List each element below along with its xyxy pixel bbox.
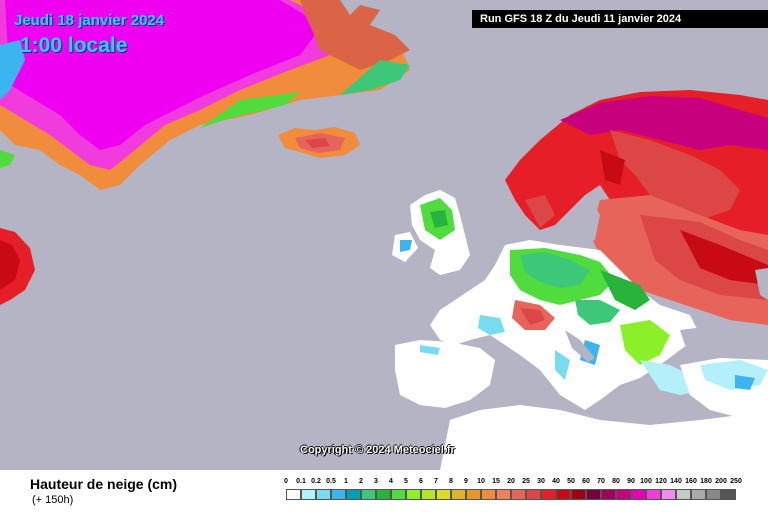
legend-level-label: 4 bbox=[389, 478, 393, 485]
western-europe-land bbox=[430, 240, 705, 410]
legend-swatch bbox=[436, 489, 451, 500]
legend-level-label: 20 bbox=[507, 478, 515, 485]
legend-swatch bbox=[391, 489, 406, 500]
legend-level-label: 90 bbox=[627, 478, 635, 485]
black-sea bbox=[680, 325, 745, 352]
legend-swatch bbox=[346, 489, 361, 500]
adriatic-sea bbox=[565, 330, 595, 362]
legend-level-label: 180 bbox=[700, 478, 712, 485]
legend-level-label: 15 bbox=[492, 478, 500, 485]
legend-swatch bbox=[631, 489, 646, 500]
legend-level-label: 140 bbox=[670, 478, 682, 485]
legend-swatch bbox=[721, 489, 736, 500]
legend-swatch bbox=[556, 489, 571, 500]
iceland-land bbox=[278, 127, 360, 158]
legend-level-label: 5 bbox=[404, 478, 408, 485]
legend-level-label: 30 bbox=[537, 478, 545, 485]
legend-level-label: 8 bbox=[449, 478, 453, 485]
legend-level-label: 2 bbox=[359, 478, 363, 485]
legend-level-label: 120 bbox=[655, 478, 667, 485]
legend-level-label: 7 bbox=[434, 478, 438, 485]
caspian-edge bbox=[755, 268, 768, 300]
legend-level-label: 60 bbox=[582, 478, 590, 485]
legend-swatch bbox=[376, 489, 391, 500]
legend-swatch bbox=[466, 489, 481, 500]
legend-title: Hauteur de neige (cm) bbox=[30, 476, 178, 492]
legend-level-label: 40 bbox=[552, 478, 560, 485]
legend-level-label: 1 bbox=[344, 478, 348, 485]
snow-depth-map bbox=[0, 0, 768, 470]
legend-swatch bbox=[331, 489, 346, 500]
legend-swatch bbox=[571, 489, 586, 500]
legend-level-label: 0.2 bbox=[311, 478, 321, 485]
legend-swatch bbox=[421, 489, 436, 500]
legend-level-label: 250 bbox=[730, 478, 742, 485]
north-africa-land bbox=[440, 405, 768, 470]
legend-level-label: 0.1 bbox=[296, 478, 306, 485]
legend-swatch bbox=[511, 489, 526, 500]
legend-swatch bbox=[706, 489, 721, 500]
legend-swatch bbox=[481, 489, 496, 500]
legend-swatch bbox=[661, 489, 676, 500]
legend-level-label: 70 bbox=[597, 478, 605, 485]
legend-swatch bbox=[286, 489, 301, 500]
eastern-europe-land bbox=[590, 195, 768, 325]
british-isles-land bbox=[392, 190, 470, 275]
legend-level-label: 0.5 bbox=[326, 478, 336, 485]
legend-level-label: 160 bbox=[685, 478, 697, 485]
legend-swatch bbox=[691, 489, 706, 500]
legend-level-label: 0 bbox=[284, 478, 288, 485]
legend-level-label: 200 bbox=[715, 478, 727, 485]
legend-level-label: 3 bbox=[374, 478, 378, 485]
legend-swatch bbox=[586, 489, 601, 500]
copyright-notice: Copyright © 2024 Meteociel.fr bbox=[300, 444, 455, 456]
iberia-land bbox=[395, 340, 495, 408]
baltic-sea bbox=[570, 198, 600, 245]
greenland-land bbox=[0, 0, 410, 190]
legend-swatch bbox=[646, 489, 661, 500]
forecast-date-label: Jeudi 18 janvier 2024 bbox=[14, 12, 165, 29]
legend-swatch bbox=[526, 489, 541, 500]
legend-subtitle: (+ 150h) bbox=[32, 494, 74, 506]
model-run-banner: Run GFS 18 Z du Jeudi 11 janvier 2024 bbox=[472, 10, 768, 28]
legend-swatch bbox=[301, 489, 316, 500]
legend-level-label: 50 bbox=[567, 478, 575, 485]
legend-swatch bbox=[616, 489, 631, 500]
turkey-land bbox=[680, 358, 768, 420]
legend-swatch bbox=[406, 489, 421, 500]
local-time-label: 1:00 locale bbox=[20, 34, 128, 57]
legend-swatch bbox=[361, 489, 376, 500]
legend-level-label: 100 bbox=[640, 478, 652, 485]
legend-level-label: 25 bbox=[522, 478, 530, 485]
legend-swatch bbox=[676, 489, 691, 500]
legend-swatch bbox=[316, 489, 331, 500]
legend-color-scale: 0 0.1 0.2 0.5 1 2 3 4 5 6 7 8 9 10 15 20 25 30 40 50 60 70 80 9… bbox=[280, 478, 748, 508]
scandinavia-land bbox=[505, 90, 768, 240]
labrador-land bbox=[0, 150, 35, 305]
legend-swatch bbox=[541, 489, 556, 500]
legend-swatch bbox=[496, 489, 511, 500]
legend-level-label: 6 bbox=[419, 478, 423, 485]
legend-level-label: 10 bbox=[477, 478, 485, 485]
legend-swatch bbox=[601, 489, 616, 500]
legend-level-label: 80 bbox=[612, 478, 620, 485]
legend-swatch bbox=[451, 489, 466, 500]
legend-level-label: 9 bbox=[464, 478, 468, 485]
